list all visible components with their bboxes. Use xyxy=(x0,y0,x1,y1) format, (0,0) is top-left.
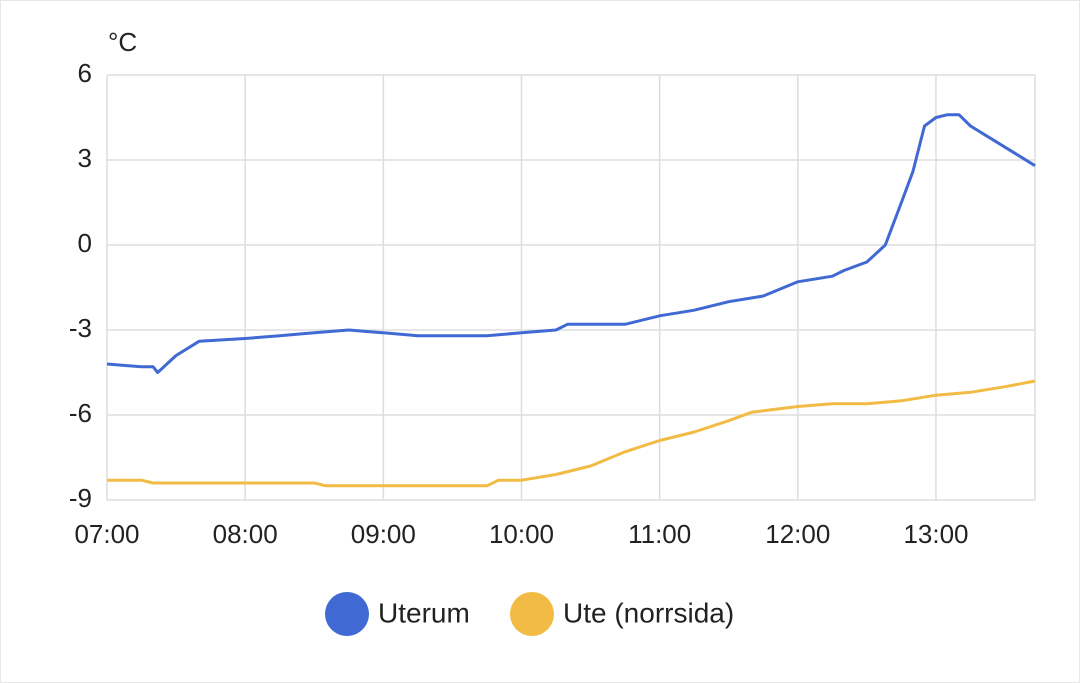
x-tick-label: 08:00 xyxy=(213,519,278,549)
x-tick-label: 13:00 xyxy=(903,519,968,549)
legend-label: Ute (norrsida) xyxy=(563,597,734,628)
y-tick-label: 6 xyxy=(78,58,92,88)
series-line xyxy=(106,113,1036,374)
legend-swatch xyxy=(510,592,554,636)
x-tick-label: 07:00 xyxy=(74,519,139,549)
y-tick-label: -9 xyxy=(69,483,92,513)
y-tick-label: 0 xyxy=(78,228,92,258)
y-unit: °C xyxy=(108,27,137,57)
legend-swatch xyxy=(325,592,369,636)
x-tick-label: 09:00 xyxy=(351,519,416,549)
y-tick-label: -6 xyxy=(69,398,92,428)
y-tick-label: -3 xyxy=(69,313,92,343)
legend-label: Uterum xyxy=(378,597,470,628)
x-tick-label: 11:00 xyxy=(628,519,691,549)
x-tick-label: 12:00 xyxy=(765,519,830,549)
x-tick-label: 10:00 xyxy=(489,519,554,549)
series-line xyxy=(107,379,1036,488)
y-tick-label: 3 xyxy=(78,143,92,173)
